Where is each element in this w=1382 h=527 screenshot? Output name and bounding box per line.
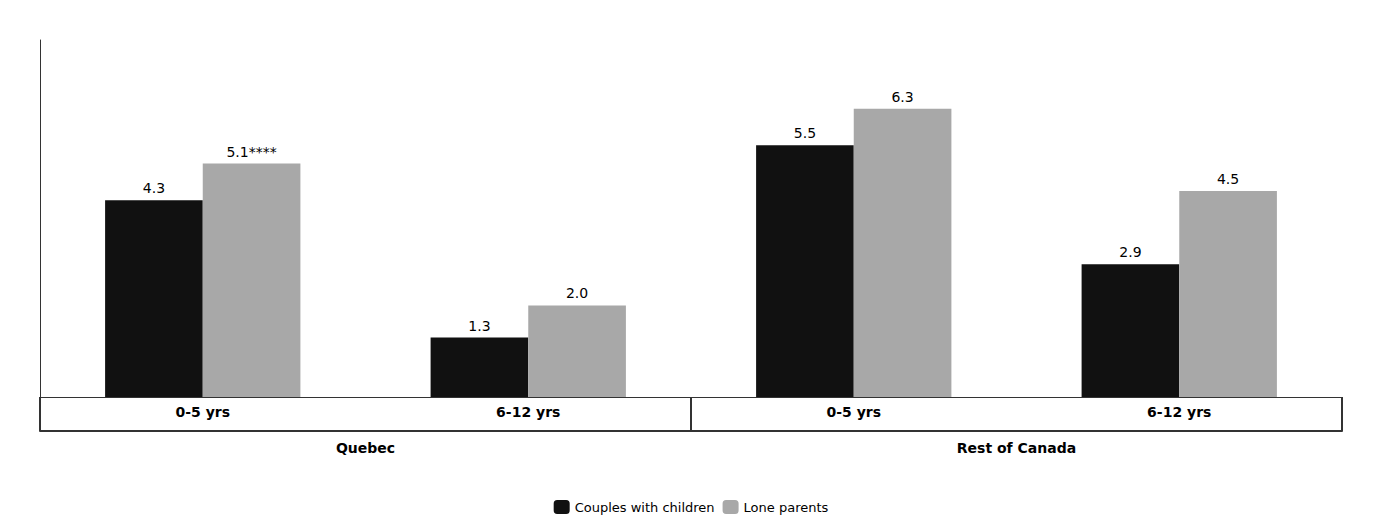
svg-text:Couples with children: Couples with children <box>575 500 715 515</box>
svg-text:5.5: 5.5 <box>794 125 816 141</box>
svg-text:Lone parents: Lone parents <box>744 500 829 515</box>
svg-text:5.1****: 5.1**** <box>226 144 276 160</box>
svg-text:0-5 yrs: 0-5 yrs <box>826 404 881 420</box>
svg-text:4.5: 4.5 <box>1217 171 1239 187</box>
svg-text:Quebec: Quebec <box>336 440 395 456</box>
svg-text:0-5 yrs: 0-5 yrs <box>175 404 230 420</box>
svg-text:2.0: 2.0 <box>566 285 588 301</box>
svg-text:6-12 yrs: 6-12 yrs <box>496 404 560 420</box>
svg-text:6-12 yrs: 6-12 yrs <box>1147 404 1211 420</box>
svg-text:1.3: 1.3 <box>468 318 490 334</box>
svg-text:2.9: 2.9 <box>1119 244 1141 260</box>
svg-text:4.3: 4.3 <box>143 180 165 196</box>
svg-text:Rest of Canada: Rest of Canada <box>957 440 1076 456</box>
svg-text:6.3: 6.3 <box>891 89 913 105</box>
